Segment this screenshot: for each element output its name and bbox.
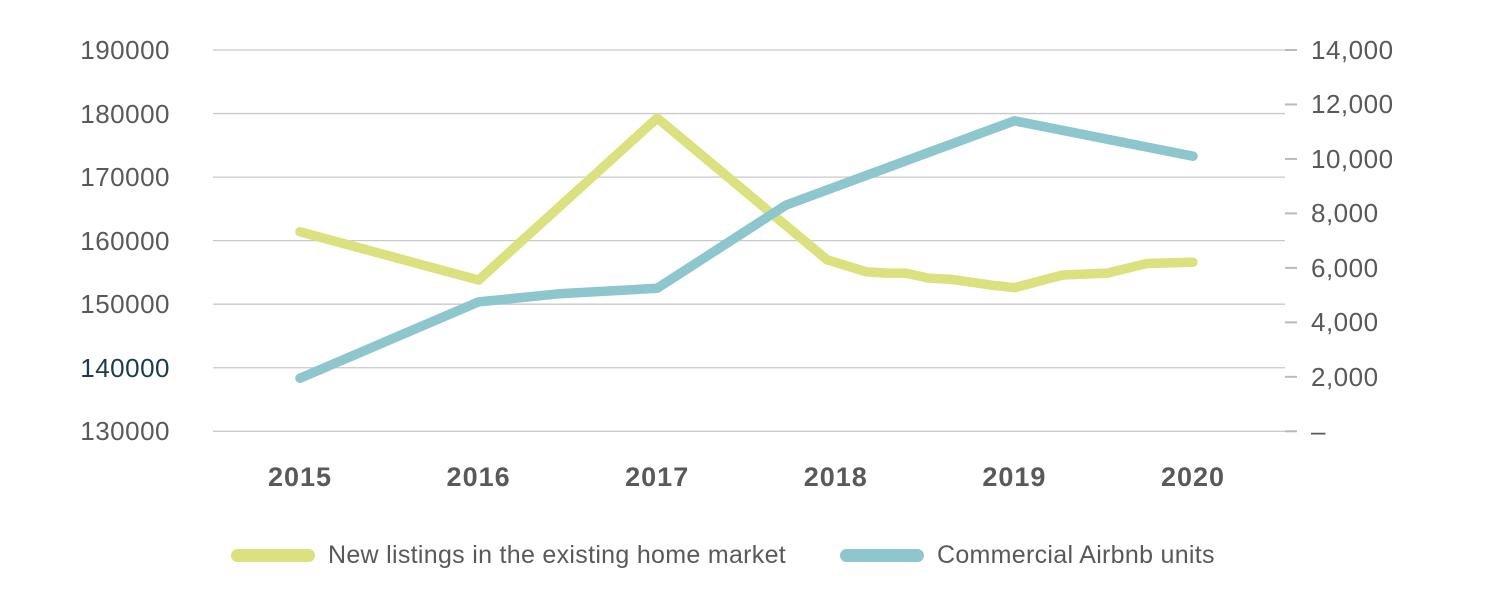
- legend-item-new-listings: New listings in the existing home market: [231, 541, 786, 569]
- right-axis-tick-label: 2,000: [1311, 361, 1379, 392]
- x-axis-year-label: 2017: [625, 462, 690, 492]
- right-axis-tick-label: 10,000: [1311, 143, 1394, 174]
- legend-item-commercial-airbnb: Commercial Airbnb units: [840, 541, 1215, 569]
- right-axis-tick-label: 12,000: [1311, 89, 1394, 120]
- legend-swatch-commercial-airbnb: [840, 548, 924, 562]
- x-axis-year-label: 2020: [1160, 462, 1226, 492]
- x-axis-year-label: 2019: [982, 462, 1047, 492]
- right-axis-tick-label: –: [1311, 416, 1326, 447]
- right-axis-tick-label: 6,000: [1311, 252, 1379, 283]
- x-axis-year-label: 2018: [803, 462, 868, 492]
- left-axis-tick-label: 180000: [80, 98, 170, 129]
- left-axis-tick-label: 130000: [80, 416, 170, 447]
- legend-label-commercial-airbnb: Commercial Airbnb units: [937, 540, 1215, 569]
- left-axis-tick-label: 150000: [80, 289, 170, 320]
- left-axis-tick-label: 140000: [80, 352, 170, 383]
- left-axis-tick-label: 170000: [80, 162, 170, 193]
- series-line-commercial-airbnb: [295, 116, 1198, 383]
- right-axis-tick-label: 4,000: [1311, 307, 1379, 338]
- right-axis-tick-label: 8,000: [1311, 198, 1379, 229]
- series-line-new-listings: [295, 113, 1198, 293]
- x-axis-year-label: 2016: [446, 462, 511, 492]
- legend-swatch-new-listings: [231, 548, 315, 562]
- left-axis-tick-label: 190000: [80, 35, 170, 65]
- x-axis-year-label: 2015: [267, 462, 333, 492]
- left-axis-tick-label: 160000: [80, 225, 170, 256]
- right-axis-tick-label: 14,000: [1311, 35, 1394, 65]
- legend-label-new-listings: New listings in the existing home market: [328, 540, 787, 569]
